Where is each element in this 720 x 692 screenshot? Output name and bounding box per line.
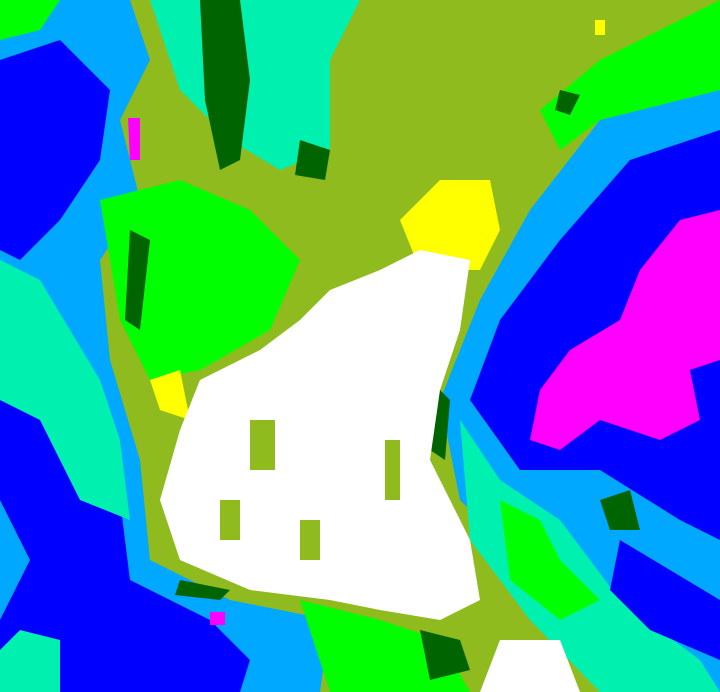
region-east-green [500,0,720,620]
region-olive-patches [220,420,400,560]
region-south-green [300,600,470,692]
region-west-aquamarine [0,260,130,692]
region-south-dark-green [175,580,470,680]
region-east-magenta [530,210,720,450]
region-west-blue [0,40,250,692]
region-green-northwest [0,0,300,380]
region-white-south [380,640,580,692]
region-dark-green-coast [125,0,330,330]
